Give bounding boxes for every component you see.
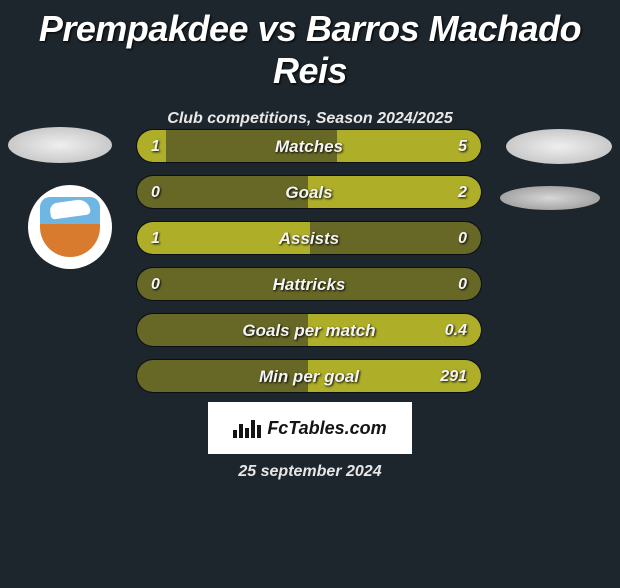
stat-value-left: 0 (151, 176, 160, 209)
bar-track-left (137, 360, 310, 392)
stat-row: Matches15 (136, 129, 482, 163)
stat-value-right: 291 (440, 360, 467, 393)
stat-row: Hattricks00 (136, 267, 482, 301)
stat-row: Goals02 (136, 175, 482, 209)
bar-track-right (308, 268, 481, 300)
team-right-logo-1 (506, 129, 612, 164)
bar-fill-right (308, 176, 481, 208)
bar-track-left (137, 314, 310, 346)
stat-value-right: 2 (458, 176, 467, 209)
stat-value-left: 0 (151, 268, 160, 301)
comparison-title: Prempakdee vs Barros Machado Reis (0, 8, 620, 92)
stat-row: Goals per match0.4 (136, 313, 482, 347)
bar-track-right (308, 222, 481, 254)
stat-value-right: 5 (458, 130, 467, 163)
source-logo-text: FcTables.com (267, 418, 386, 439)
stat-value-left: 1 (151, 130, 160, 163)
stat-row: Min per goal291 (136, 359, 482, 393)
comparison-subtitle: Club competitions, Season 2024/2025 (0, 110, 620, 128)
stat-value-left: 1 (151, 222, 160, 255)
stat-value-right: 0.4 (445, 314, 467, 347)
team-left-logo-1 (8, 127, 112, 163)
source-logo: FcTables.com (208, 402, 412, 454)
stat-value-right: 0 (458, 268, 467, 301)
team-right-logo-2 (500, 186, 600, 210)
bar-track-left (137, 268, 310, 300)
stat-rows-container: Matches15Goals02Assists10Hattricks00Goal… (136, 129, 482, 405)
bar-fill-left (137, 222, 310, 254)
stat-value-right: 0 (458, 222, 467, 255)
bars-icon (233, 418, 261, 438)
team-left-logo-2 (28, 185, 112, 269)
bar-track-left (137, 176, 310, 208)
snapshot-date: 25 september 2024 (0, 463, 620, 481)
stat-row: Assists10 (136, 221, 482, 255)
